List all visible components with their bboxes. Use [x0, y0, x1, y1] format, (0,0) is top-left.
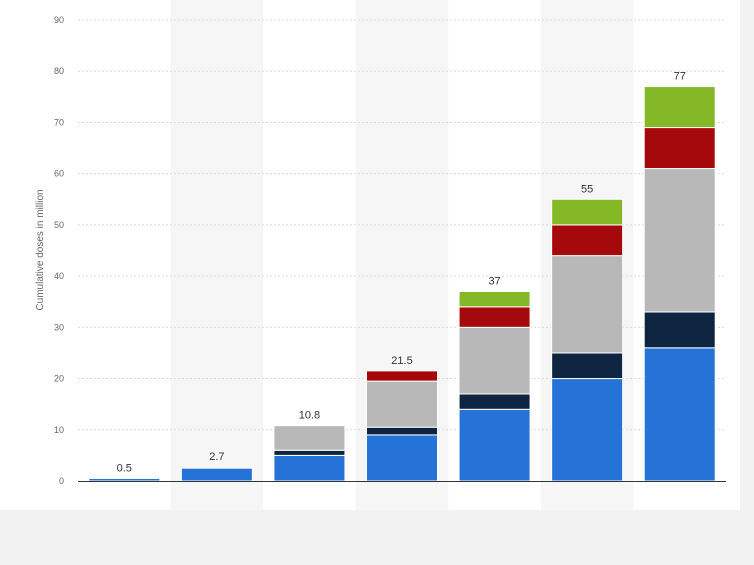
bar-segment — [458, 306, 531, 328]
y-tick-label: 30 — [54, 322, 64, 332]
bar-segment — [458, 393, 531, 410]
bar-total-label: 21.5 — [391, 355, 412, 367]
y-tick-label: 80 — [54, 66, 64, 76]
alternate-band — [170, 0, 264, 510]
bar-segment — [88, 477, 161, 482]
bar-segment — [643, 311, 716, 349]
y-tick-label: 20 — [54, 374, 64, 384]
bar-segment — [366, 434, 438, 482]
bar-segment — [551, 255, 624, 354]
bar-segment — [643, 168, 716, 313]
bar-segment — [273, 425, 346, 451]
bar-segment — [551, 224, 624, 257]
bars — [88, 86, 716, 482]
bar-segment — [366, 426, 438, 436]
bar-segment — [458, 290, 531, 308]
y-tick-label: 40 — [54, 271, 64, 281]
bar-segment — [551, 378, 624, 482]
bar-segment — [273, 454, 346, 482]
y-tick-label: 50 — [54, 220, 64, 230]
bar-segment — [643, 127, 716, 170]
bar-total-label: 0.5 — [117, 462, 132, 474]
bar-segment — [366, 370, 438, 382]
y-tick-label: 60 — [54, 169, 64, 179]
bar-segment — [643, 347, 716, 482]
y-tick-label: 90 — [54, 15, 64, 25]
bar-total-label: 37 — [488, 275, 500, 287]
y-axis-title: Cumulative doses in million — [35, 189, 46, 310]
bar-total-label: 55 — [581, 183, 593, 195]
bar-segment — [273, 449, 346, 456]
bar-segment — [458, 326, 531, 395]
y-axis-ticks: 0 10 20 30 40 50 60 70 80 90 — [54, 15, 64, 486]
bar-segment — [180, 467, 253, 482]
bar-segment — [643, 86, 716, 129]
bar-segment — [458, 408, 531, 482]
bar-total-label: 10.8 — [299, 410, 320, 422]
total-labels: 0.5 2.7 10.8 21.5 37 55 77 — [117, 71, 686, 475]
y-tick-label: 0 — [59, 476, 64, 486]
bar-total-label: 77 — [674, 71, 686, 83]
bar-segment — [551, 198, 624, 226]
y-tick-label: 70 — [54, 117, 64, 127]
bar-segment — [551, 352, 624, 380]
y-tick-label: 10 — [54, 425, 64, 435]
bar-total-label: 2.7 — [209, 451, 224, 463]
bar-segment — [366, 380, 438, 428]
